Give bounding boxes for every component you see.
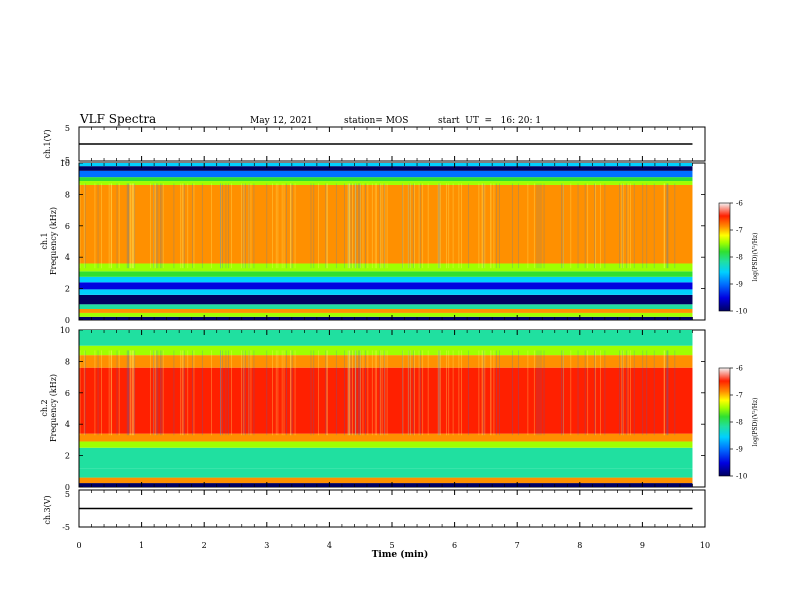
ch1-colorbar-label: log(PSD)(V²/Hz) — [752, 233, 759, 282]
ch1-spec-ytick-label: 10 — [60, 159, 70, 168]
x-tick-label: 8 — [577, 541, 582, 550]
x-tick-label: 9 — [640, 541, 645, 550]
ch1-spec-ytick-label: 6 — [65, 222, 70, 231]
ch2-spec-ylabel-line1: ch.2 — [40, 399, 49, 416]
x-tick-label: 2 — [202, 541, 207, 550]
ch2-spec-ytick-label: 2 — [65, 452, 70, 461]
ch1-spectrogram-band — [79, 294, 693, 305]
ch2-colorbar-tick-label: -9 — [736, 446, 743, 454]
ch1-colorbar-tick-label: -9 — [736, 281, 743, 289]
x-tick-label: 4 — [327, 541, 332, 550]
ch3-ytick-bottom: -5 — [62, 523, 70, 532]
ch1-colorbar-tick-label: -6 — [736, 200, 743, 208]
ch2-spec-ytick-label: 6 — [65, 389, 70, 398]
ch1-spectrogram-band — [79, 289, 693, 295]
station-label: station= MOS — [344, 116, 408, 126]
ch1-colorbar-tick-label: -7 — [736, 227, 743, 235]
ch1-ylabel: ch.1(V) — [43, 129, 52, 158]
ch1-colorbar-tick-label: -10 — [736, 308, 747, 316]
ch2-spectrogram-band — [79, 468, 693, 478]
x-tick-label: 7 — [515, 541, 520, 550]
ch1-ytick-top: 5 — [65, 124, 70, 133]
ch2-colorbar-gradient — [718, 367, 731, 477]
ch2-colorbar: -6 -7 -8 -9 -10 log(PSD)(V²/Hz) — [718, 365, 759, 481]
ch2-spectrogram-band — [79, 447, 693, 469]
ch2-spectrogram-panel: ch.2 Frequency (kHz) 0 2 4 6 8 10 — [40, 326, 706, 492]
x-tick-label: 1 — [139, 541, 144, 550]
ch1-spectrogram-band — [79, 271, 693, 277]
ch2-spectrogram-band — [79, 433, 693, 442]
ch1-spectrogram-band — [79, 177, 693, 182]
date-label: May 12, 2021 — [250, 116, 313, 126]
start-time-label: start UT = 16: 20: 1 — [438, 116, 541, 126]
ch2-spec-ytick-label: 0 — [65, 483, 70, 492]
ch1-spectrogram-band — [79, 181, 693, 185]
ch1-spec-ytick-label: 4 — [65, 253, 70, 262]
ch1-waveform-panel: ch.1(V) 5 -5 — [43, 124, 706, 165]
ch1-colorbar-gradient — [718, 202, 731, 312]
ch1-spec-ytick-label: 8 — [65, 190, 70, 199]
ch2-spec-ytick-label: 8 — [65, 357, 70, 366]
x-tick-label: 10 — [700, 541, 710, 550]
ch2-colorbar-tick-label: -10 — [736, 473, 747, 481]
x-tick-label: 0 — [76, 541, 81, 550]
ch1-spectrogram-band — [79, 263, 693, 272]
ch1-spectrogram-band — [79, 163, 693, 167]
ch1-spec-ytick-label: 2 — [65, 285, 70, 294]
x-tick-label: 6 — [452, 541, 457, 550]
ch2-colorbar-tick-label: -7 — [736, 392, 743, 400]
ch2-spectrogram-band — [79, 483, 693, 487]
x-axis: 0 1 2 3 4 5 6 7 8 9 10 — [76, 127, 710, 550]
ch2-spectrogram-band — [79, 345, 693, 356]
ch1-spectrogram-band — [79, 316, 693, 320]
x-tick-label: 5 — [389, 541, 394, 550]
ch1-spec-ylabel-line1: ch.1 — [40, 232, 49, 249]
ch2-spec-ylabel-line2: Frequency (kHz) — [49, 374, 58, 442]
ch2-spec-ytick-label: 4 — [65, 420, 70, 429]
ch2-spectrogram-band — [79, 355, 693, 368]
ch1-spectrogram-band — [79, 312, 693, 317]
ch1-spec-ytick-label: 0 — [65, 316, 70, 325]
ch3-waveform-panel: ch.3(V) 5 -5 — [43, 489, 706, 532]
ch1-spectrogram-band — [79, 184, 693, 264]
ch3-ytick-top: 5 — [65, 490, 70, 499]
ch2-colorbar-tick-label: -8 — [736, 419, 743, 427]
ch1-spec-ylabel-line2: Frequency (kHz) — [49, 207, 58, 275]
ch1-spectrogram-panel: ch.1 Frequency (kHz) 0 2 4 6 8 10 — [40, 159, 706, 325]
ch1-spectrogram-band — [79, 304, 693, 310]
ch1-colorbar-tick-label: -8 — [736, 254, 743, 262]
ch3-ylabel: ch.3(V) — [43, 495, 52, 524]
ch2-colorbar-label: log(PSD)(V²/Hz) — [752, 398, 759, 447]
ch2-spectrogram-band — [79, 367, 693, 434]
x-axis-label: Time (min) — [372, 549, 429, 560]
x-tick-label: 3 — [264, 541, 269, 550]
ch1-spectrogram-band — [79, 276, 693, 283]
figure-title: VLF Spectra — [79, 112, 156, 126]
ch2-colorbar-tick-label: -6 — [736, 365, 743, 373]
ch1-spectrogram-band — [79, 170, 693, 178]
ch1-colorbar: -6 -7 -8 -9 -10 log(PSD)(V²/Hz) — [718, 200, 759, 316]
ch1-spectrogram-band — [79, 309, 693, 313]
ch2-spectrogram-band — [79, 330, 693, 346]
ch1-spectrogram-band — [79, 282, 693, 290]
ch1-ytick-bottom: -5 — [62, 156, 70, 165]
ch2-spectrogram-band — [79, 441, 693, 448]
ch2-spec-ytick-label: 10 — [60, 326, 70, 335]
ch1-spectrogram-band — [79, 166, 693, 171]
ch2-spectrogram-band — [79, 477, 693, 484]
